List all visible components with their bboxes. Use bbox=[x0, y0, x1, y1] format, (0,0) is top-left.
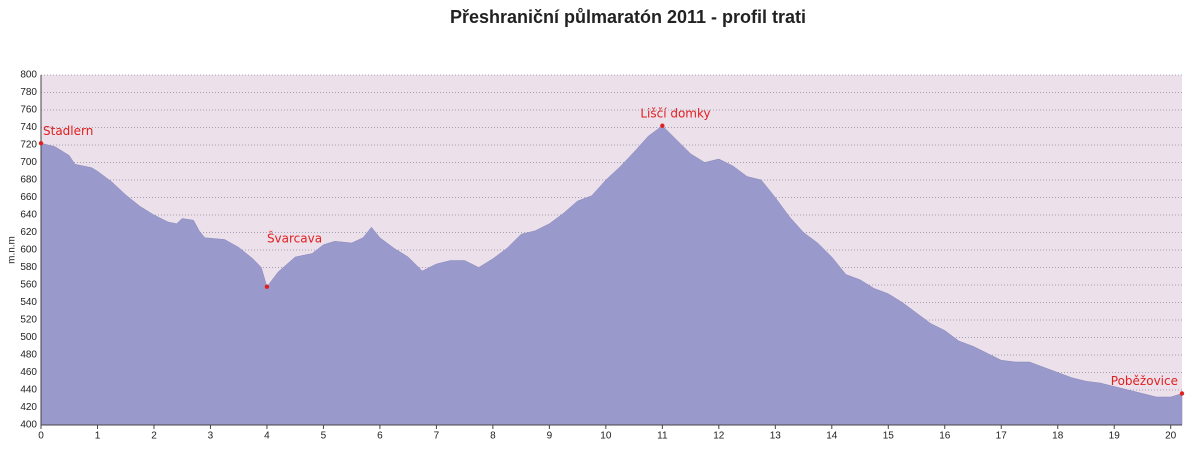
y-tick-label: 800 bbox=[20, 70, 37, 81]
y-tick-label: 700 bbox=[20, 157, 37, 168]
y-tick-label: 400 bbox=[20, 420, 37, 431]
y-tick-label: 760 bbox=[20, 105, 37, 116]
annotation-point bbox=[1179, 391, 1185, 396]
x-tick-label: 6 bbox=[377, 431, 383, 442]
x-tick-label: 8 bbox=[490, 431, 496, 442]
x-tick-label: 15 bbox=[883, 431, 895, 442]
x-tick-label: 1 bbox=[95, 431, 101, 442]
annotation-point bbox=[264, 284, 270, 289]
annotation-label: Švarcava bbox=[267, 230, 322, 245]
x-tick-label: 9 bbox=[547, 431, 553, 442]
y-tick-label: 460 bbox=[20, 367, 37, 378]
y-tick-label: 680 bbox=[20, 175, 37, 186]
x-tick-label: 20 bbox=[1165, 431, 1177, 442]
y-tick-label: 660 bbox=[20, 192, 37, 203]
x-tick-label: 10 bbox=[600, 431, 612, 442]
y-tick-label: 600 bbox=[20, 245, 37, 256]
annotation-label: Liščí domky bbox=[640, 106, 710, 120]
y-tick-label: 480 bbox=[20, 350, 37, 361]
y-tick-label: 780 bbox=[20, 87, 37, 98]
y-tick-label: 580 bbox=[20, 262, 37, 273]
y-tick-label: 740 bbox=[20, 122, 37, 133]
chart-title: Přeshraniční půlmaratón 2011 - profil tr… bbox=[450, 7, 806, 27]
x-tick-label: 5 bbox=[321, 431, 327, 442]
y-tick-label: 620 bbox=[20, 227, 37, 238]
annotation-point bbox=[38, 141, 44, 146]
x-tick-label: 2 bbox=[151, 431, 157, 442]
x-tick-label: 16 bbox=[939, 431, 951, 442]
elevation-area bbox=[40, 125, 1183, 426]
x-tick-label: 18 bbox=[1052, 431, 1064, 442]
y-tick-label: 540 bbox=[20, 297, 37, 308]
x-tick-label: 7 bbox=[434, 431, 440, 442]
y-tick-label: 420 bbox=[20, 402, 37, 413]
x-tick-label: 12 bbox=[713, 431, 725, 442]
x-tick-label: 0 bbox=[38, 431, 44, 442]
annotation-point bbox=[660, 123, 665, 128]
y-tick-label: 560 bbox=[20, 280, 37, 291]
y-tick-label: 440 bbox=[20, 385, 37, 396]
y-axis-label: m.n.m bbox=[7, 236, 18, 264]
x-tick-label: 19 bbox=[1109, 431, 1121, 442]
x-tick-label: 3 bbox=[208, 431, 214, 442]
annotation-label: Poběžovice bbox=[1111, 374, 1178, 388]
y-tick-label: 500 bbox=[20, 332, 37, 343]
x-tick-label: 13 bbox=[770, 431, 782, 442]
x-tick-label: 4 bbox=[264, 431, 270, 442]
x-tick-label: 14 bbox=[826, 431, 838, 442]
x-tick-label: 11 bbox=[657, 431, 668, 442]
annotation-label: Stadlern bbox=[43, 124, 93, 138]
y-tick-label: 520 bbox=[20, 315, 37, 326]
y-tick-label: 640 bbox=[20, 210, 37, 221]
y-tick-label: 720 bbox=[20, 140, 37, 151]
x-tick-label: 17 bbox=[996, 431, 1008, 442]
